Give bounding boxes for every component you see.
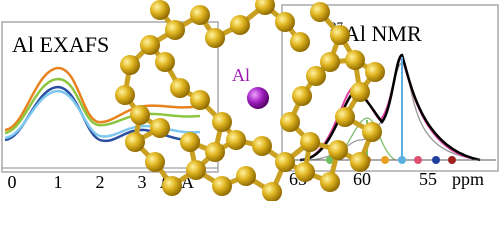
atom xyxy=(320,172,340,192)
page: {"exafs_panel": {"title": "Al EXAFS", "t… xyxy=(0,0,500,201)
atom xyxy=(212,112,232,132)
atom xyxy=(205,28,225,48)
al-atom xyxy=(247,87,269,109)
atom xyxy=(350,82,370,102)
atom xyxy=(300,132,320,152)
atom xyxy=(230,15,250,35)
atom xyxy=(275,152,295,172)
atom xyxy=(262,182,282,201)
shape xyxy=(448,156,456,164)
atom xyxy=(280,112,300,132)
graphic: Al EXAFS 0 1 2 3 R , Å 27 Al NMR xyxy=(1,0,499,201)
tick-label: 55 xyxy=(419,169,437,189)
atom xyxy=(295,162,315,182)
nmr-panel: 27 Al NMR 65 60 55 ppm xyxy=(281,4,499,189)
atom xyxy=(140,35,160,55)
atom xyxy=(275,12,295,32)
axis-unit: ppm xyxy=(452,169,484,189)
panel-title: Al EXAFS xyxy=(12,32,109,57)
atom xyxy=(330,25,350,45)
atom xyxy=(190,5,210,25)
atom xyxy=(120,55,140,75)
atom xyxy=(290,32,310,52)
atom-label: Al xyxy=(232,65,250,85)
atom xyxy=(328,140,348,160)
atom xyxy=(335,107,355,127)
shape xyxy=(381,156,389,164)
tick-label: 60 xyxy=(353,169,371,189)
curve xyxy=(4,77,201,135)
atom xyxy=(365,62,385,82)
atom xyxy=(205,142,225,162)
atom xyxy=(145,152,165,172)
atom xyxy=(130,105,150,125)
atom xyxy=(320,52,340,72)
tick-label: 1 xyxy=(54,172,63,192)
atom xyxy=(292,86,312,106)
shape xyxy=(432,156,440,164)
atom xyxy=(150,118,170,138)
atom xyxy=(190,90,210,110)
shape xyxy=(414,156,422,164)
atom xyxy=(150,0,170,20)
atom xyxy=(236,166,256,186)
atom xyxy=(165,20,185,40)
atom xyxy=(125,132,145,152)
atom xyxy=(212,176,232,196)
tick-label: 0 xyxy=(8,172,17,192)
atom xyxy=(345,50,365,70)
tick-label: 3 xyxy=(138,172,147,192)
framework xyxy=(115,0,385,201)
panel-title: Al NMR xyxy=(344,21,422,46)
atom xyxy=(162,176,182,196)
atom xyxy=(170,78,190,98)
exafs-panel: Al EXAFS 0 1 2 3 R , Å xyxy=(1,21,219,192)
atom xyxy=(350,152,370,172)
atom xyxy=(186,160,206,180)
atom xyxy=(310,2,330,22)
curve xyxy=(4,66,201,132)
atom xyxy=(306,66,326,86)
shape xyxy=(398,156,406,164)
exafs-curves xyxy=(4,66,201,143)
atom xyxy=(226,130,246,150)
tick-label: 2 xyxy=(96,172,105,192)
atom xyxy=(362,122,382,142)
atom xyxy=(115,85,135,105)
atom xyxy=(252,136,272,156)
atom xyxy=(155,52,175,72)
atom xyxy=(180,132,200,152)
atom xyxy=(255,0,275,15)
